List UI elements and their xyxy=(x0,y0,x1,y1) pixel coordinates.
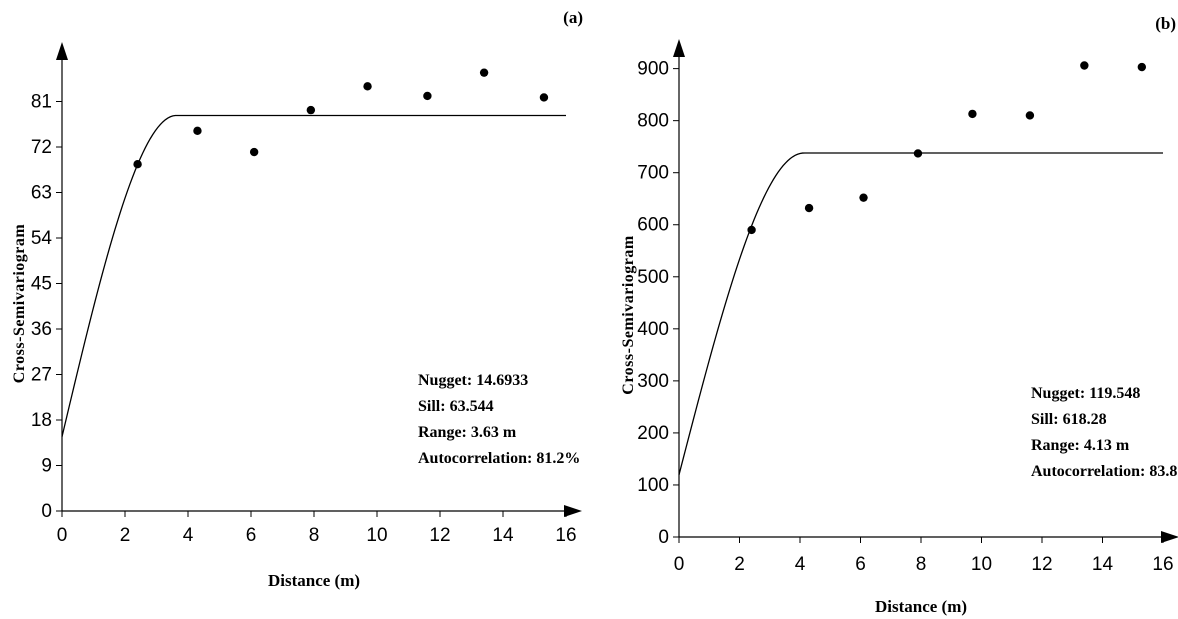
x-tick-label: 6 xyxy=(855,554,866,575)
stats-line: Sill: 63.544 xyxy=(418,398,494,415)
x-tick-label: 6 xyxy=(246,525,257,546)
x-tick-label: 12 xyxy=(429,525,450,546)
data-point xyxy=(1138,63,1146,71)
x-tick-label: 16 xyxy=(555,525,576,546)
data-point xyxy=(193,127,201,135)
data-point xyxy=(747,226,755,234)
stats-line: Range: 3.63 m xyxy=(418,424,517,441)
x-tick-label: 14 xyxy=(1092,554,1114,575)
stats-line: Range: 4.13 m xyxy=(1031,437,1130,454)
data-point xyxy=(805,204,813,212)
x-tick-label: 10 xyxy=(971,554,992,575)
data-point xyxy=(914,149,922,157)
y-tick-label: 0 xyxy=(658,527,669,548)
data-point xyxy=(363,82,371,90)
chart-panel-b: 0 100 200 300 400 500 600 700 800 900 0 2 4 6 8 10 12 14 1… xyxy=(620,14,1178,616)
x-tick-label: 4 xyxy=(183,525,194,546)
x-axis-title: Distance (m) xyxy=(268,571,360,590)
x-tick-label: 12 xyxy=(1031,554,1052,575)
panel-label: (b) xyxy=(1155,14,1176,33)
y-tick-label: 800 xyxy=(637,111,669,132)
y-axis-arrow xyxy=(56,42,68,60)
data-point xyxy=(1080,61,1088,69)
y-axis-title: Cross-Semivariogram xyxy=(620,235,637,395)
y-tick-label: 63 xyxy=(31,183,52,204)
x-tick-label: 8 xyxy=(309,525,320,546)
stats-line: Autocorrelation: 81.2% xyxy=(418,450,580,467)
y-tick-label: 27 xyxy=(31,365,52,386)
y-tick-label: 72 xyxy=(31,137,52,158)
x-tick-label: 4 xyxy=(795,554,806,575)
data-point xyxy=(250,148,258,156)
y-tick-label: 700 xyxy=(637,163,669,184)
y-tick-label: 400 xyxy=(637,319,669,340)
data-point xyxy=(133,160,141,168)
data-point xyxy=(1026,111,1034,119)
y-tick-label: 45 xyxy=(31,274,52,295)
stats-line: Sill: 618.28 xyxy=(1031,411,1107,428)
y-axis-arrow xyxy=(673,39,685,57)
x-tick-label: 10 xyxy=(366,525,387,546)
x-tick-label: 16 xyxy=(1152,554,1173,575)
y-tick-label: 100 xyxy=(637,475,669,496)
stats-line: Autocorrelation: 83.8% xyxy=(1031,463,1178,480)
y-tick-label: 9 xyxy=(41,456,52,477)
x-tick-label: 14 xyxy=(492,525,514,546)
y-tick-label: 0 xyxy=(41,501,52,522)
panel-label: (a) xyxy=(563,8,583,27)
stats-line: Nugget: 119.548 xyxy=(1031,385,1140,402)
data-point xyxy=(423,92,431,100)
y-tick-label: 200 xyxy=(637,423,669,444)
data-point xyxy=(480,68,488,76)
data-point xyxy=(307,106,315,114)
x-tick-label: 0 xyxy=(57,525,68,546)
data-point xyxy=(540,93,548,101)
y-tick-label: 81 xyxy=(31,92,52,113)
stats-line: Nugget: 14.6933 xyxy=(418,372,528,389)
x-tick-label: 8 xyxy=(916,554,927,575)
y-tick-label: 54 xyxy=(31,228,53,249)
y-tick-label: 900 xyxy=(637,59,669,80)
y-tick-label: 500 xyxy=(637,267,669,288)
y-tick-label: 18 xyxy=(31,410,52,431)
y-tick-label: 36 xyxy=(31,319,52,340)
x-axis-title: Distance (m) xyxy=(875,597,967,616)
x-axis-arrow xyxy=(564,505,582,517)
x-tick-label: 0 xyxy=(674,554,685,575)
data-point xyxy=(859,193,867,201)
x-tick-label: 2 xyxy=(120,525,131,546)
x-tick-label: 2 xyxy=(734,554,745,575)
x-axis-arrow xyxy=(1161,531,1178,543)
data-point xyxy=(968,110,976,118)
y-tick-label: 600 xyxy=(637,215,669,236)
y-axis-title: Cross-Semivariogram xyxy=(11,224,28,384)
y-tick-label: 300 xyxy=(637,371,669,392)
